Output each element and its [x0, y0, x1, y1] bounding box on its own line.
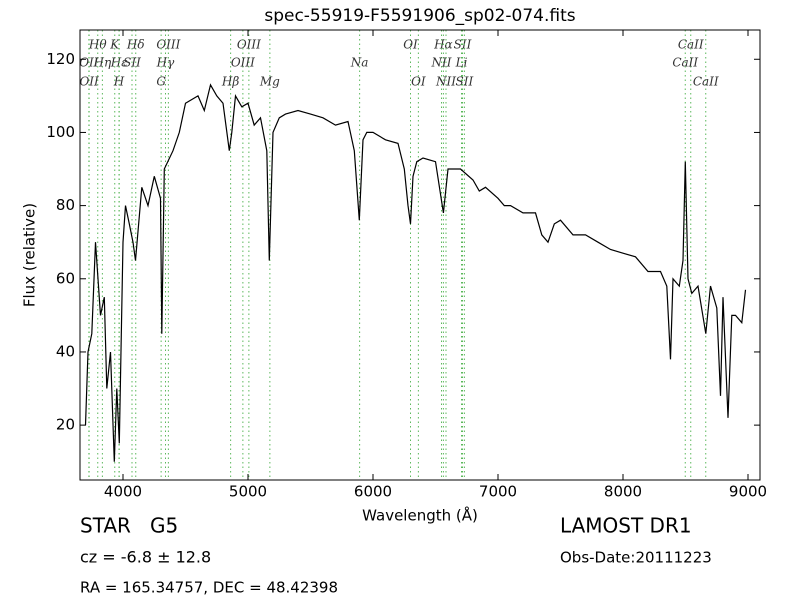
y-axis-label: Flux (relative) — [21, 203, 39, 307]
spectral-line-label: SII — [123, 56, 141, 70]
spectral-line-label: OI — [411, 75, 426, 89]
y-tick-label: 100 — [46, 123, 75, 141]
spectral-line-label: Hδ — [126, 38, 145, 52]
y-tick-label: 40 — [56, 342, 75, 360]
spectral-line-label: K — [109, 38, 120, 52]
spectral-line-label: OIII — [156, 38, 180, 52]
spectral-line-label: Hθ — [88, 38, 107, 52]
spectral-line-label: CaII — [672, 56, 698, 70]
y-tick-label: 120 — [46, 50, 75, 68]
plot-frame — [79, 29, 761, 481]
spectral-line-label: CaII — [678, 38, 704, 52]
spectral-line-label: Hγ — [156, 56, 175, 70]
survey: LAMOST DR1 — [560, 514, 692, 538]
obs-date: Obs-Date:20111223 — [560, 549, 712, 567]
x-axis-label: Wavelength (Å) — [362, 506, 478, 525]
redshift: cz = -6.8 ± 12.8 — [80, 548, 211, 567]
spectral-line-label: H — [113, 75, 125, 89]
spectral-line-label: OIII — [237, 38, 261, 52]
spectral-line-label: SII — [456, 75, 474, 89]
object-class: STAR G5 — [80, 514, 178, 538]
x-tick-label: 4000 — [104, 483, 142, 501]
y-tick-label: 60 — [56, 269, 75, 287]
spectral-line-label: OII — [79, 75, 99, 89]
spectral-line-label: NII — [435, 75, 456, 89]
spectral-line-label: Na — [350, 56, 369, 70]
spectral-line-label: CaII — [693, 75, 719, 89]
spectral-line-label: SII — [454, 38, 472, 52]
spectral-line-label: Li — [455, 56, 468, 70]
x-tick-label: 7000 — [479, 483, 517, 501]
spectral-line-label: Hα — [433, 38, 453, 52]
y-tick-label: 80 — [56, 196, 75, 214]
spectral-line-label: Mg — [259, 75, 280, 89]
x-tick-label: 9000 — [729, 483, 767, 501]
x-tick-label: 6000 — [354, 483, 392, 501]
y-tick-label: 20 — [56, 416, 75, 434]
spectral-line-label: Hη — [93, 56, 112, 70]
spectral-line-label: OI — [403, 38, 418, 52]
x-tick-label: 5000 — [229, 483, 267, 501]
spectral-line-label: Hβ — [221, 75, 239, 89]
coordinates: RA = 165.34757, DEC = 48.42398 — [80, 579, 338, 597]
spectral-line-label: NII — [431, 56, 452, 70]
spectral-line-label: G — [156, 75, 166, 89]
spectral-line-label: OIII — [231, 56, 255, 70]
x-tick-label: 8000 — [604, 483, 642, 501]
spectrum-line — [84, 83, 747, 462]
chart-title: spec-55919-F5591906_sp02-074.fits — [264, 6, 575, 26]
